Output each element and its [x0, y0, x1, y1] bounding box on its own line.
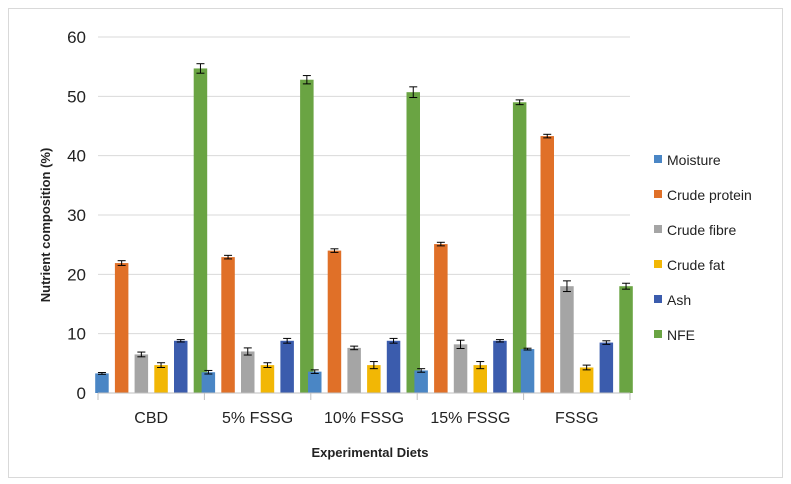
legend-label: Crude fat	[667, 257, 725, 273]
y-tick-label: 50	[67, 87, 86, 106]
error-bars	[97, 63, 631, 375]
legend: Moisture Crude protein Crude fibre Crude fa…	[654, 152, 752, 343]
x-category-label: FSSG	[555, 410, 599, 427]
y-tick-label: 20	[67, 265, 86, 284]
bar	[241, 351, 255, 393]
legend-swatch	[654, 155, 662, 163]
bars	[95, 68, 633, 394]
bar	[386, 340, 401, 393]
bar	[134, 354, 149, 393]
y-tick-label: 40	[67, 147, 86, 166]
legend-swatch	[654, 260, 662, 268]
bar	[327, 250, 342, 393]
y-tick-label: 60	[67, 28, 86, 47]
bar	[221, 257, 235, 393]
x-category-label: 15% FSSG	[430, 410, 510, 427]
y-tick-label: 0	[77, 384, 86, 403]
legend-label: Ash	[667, 292, 691, 308]
legend-swatch	[654, 190, 662, 198]
bar	[174, 340, 188, 393]
legend-label: Crude protein	[667, 187, 752, 203]
x-category-label: CBD	[134, 410, 168, 427]
bar	[512, 102, 527, 394]
bar	[280, 340, 294, 393]
bar	[599, 342, 614, 393]
y-axis-title: Nutrient composition (%)	[38, 148, 53, 303]
bar	[114, 263, 129, 393]
bar	[453, 344, 468, 393]
y-tick-label: 10	[67, 325, 86, 344]
bar	[619, 286, 633, 393]
bar	[414, 370, 428, 393]
y-tick-label: 30	[67, 206, 86, 225]
bar	[520, 349, 535, 393]
bar	[493, 340, 507, 393]
chart-frame	[8, 8, 783, 478]
x-axis	[97, 392, 631, 400]
bar	[95, 373, 109, 393]
bar	[473, 365, 487, 393]
legend-swatch	[654, 295, 662, 303]
x-category-label: 10% FSSG	[324, 410, 404, 427]
legend-label: Crude fibre	[667, 222, 736, 238]
bar	[201, 372, 216, 393]
bar	[367, 365, 381, 393]
bar	[579, 367, 594, 393]
bar	[406, 92, 420, 394]
bar	[154, 365, 168, 393]
bar	[540, 136, 554, 393]
x-axis-title: Experimental Diets	[311, 445, 428, 460]
bar	[347, 347, 361, 393]
bar	[560, 286, 574, 393]
bar	[260, 365, 275, 393]
bar	[308, 371, 322, 393]
bar	[193, 68, 208, 394]
bar	[300, 79, 314, 393]
x-category-label: 5% FSSG	[222, 410, 293, 427]
x-axis-categories: CBD 5% FSSG 10% FSSG 15% FSSG FSSG	[134, 410, 598, 427]
legend-swatch	[654, 330, 662, 338]
y-axis-ticks: 0 10 20 30 40 50 60	[67, 28, 86, 403]
legend-label: NFE	[667, 327, 695, 343]
legend-label: Moisture	[667, 152, 721, 168]
legend-swatch	[654, 225, 662, 233]
bar	[434, 244, 448, 393]
